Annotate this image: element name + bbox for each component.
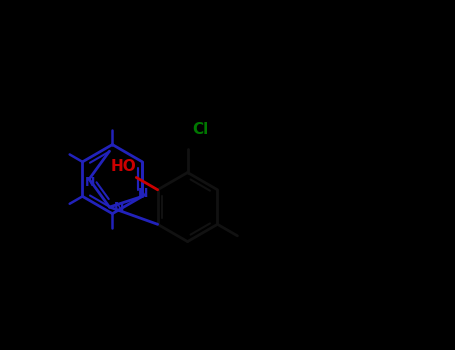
Text: HO: HO: [111, 159, 137, 174]
Text: Cl: Cl: [192, 122, 209, 137]
Text: N: N: [137, 187, 148, 199]
Text: N: N: [114, 201, 124, 214]
Text: N: N: [84, 176, 95, 189]
